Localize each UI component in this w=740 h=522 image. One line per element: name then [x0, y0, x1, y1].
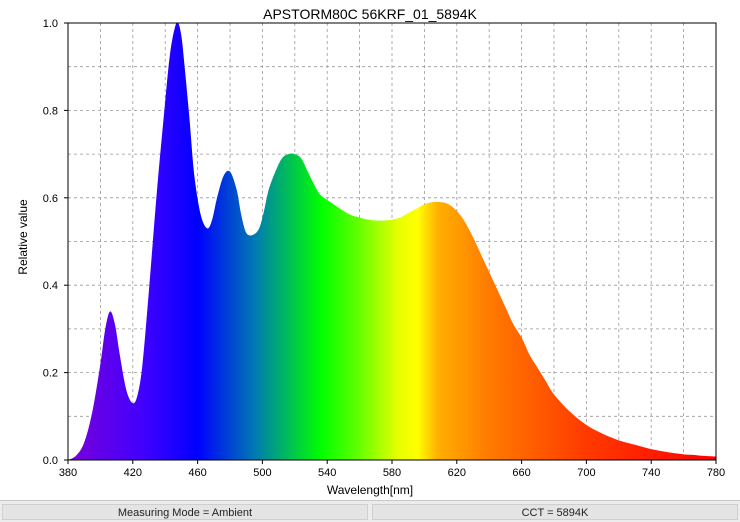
x-tick-label: 540 — [318, 467, 336, 479]
status-bar: Measuring Mode = Ambient CCT = 5894K — [0, 500, 740, 522]
y-axis-label: Relative value — [16, 199, 30, 275]
y-tick-label: 0.0 — [43, 455, 58, 467]
x-tick-label: 740 — [642, 467, 660, 479]
spectrum-area — [68, 22, 716, 461]
y-tick-label: 1.0 — [43, 18, 58, 30]
y-tick-label: 0.2 — [43, 368, 58, 380]
y-tick-label: 0.6 — [43, 193, 58, 205]
x-tick-label: 660 — [512, 467, 530, 479]
measuring-mode-status: Measuring Mode = Ambient — [2, 504, 368, 520]
x-tick-label: 780 — [707, 467, 725, 479]
y-tick-label: 0.4 — [43, 280, 58, 292]
y-tick-label: 0.8 — [43, 105, 58, 117]
spectrum-chart: APSTORM80C 56KRF_01_5894K 380 420 460 500 54… — [16, 6, 725, 497]
y-axis: 0.0 0.2 0.4 0.6 0.8 1.0 — [43, 18, 68, 467]
x-axis: 380 420 460 500 540 580 620 660 700 740 780 — [59, 460, 725, 479]
x-tick-label: 380 — [59, 467, 77, 479]
x-tick-label: 500 — [253, 467, 271, 479]
x-tick-label: 460 — [188, 467, 206, 479]
x-tick-label: 580 — [383, 467, 401, 479]
chart-title: APSTORM80C 56KRF_01_5894K — [263, 6, 477, 22]
x-tick-label: 420 — [124, 467, 142, 479]
x-tick-label: 700 — [577, 467, 595, 479]
cct-status: CCT = 5894K — [372, 504, 738, 520]
x-axis-label: Wavelength[nm] — [327, 483, 413, 497]
x-tick-label: 620 — [448, 467, 466, 479]
